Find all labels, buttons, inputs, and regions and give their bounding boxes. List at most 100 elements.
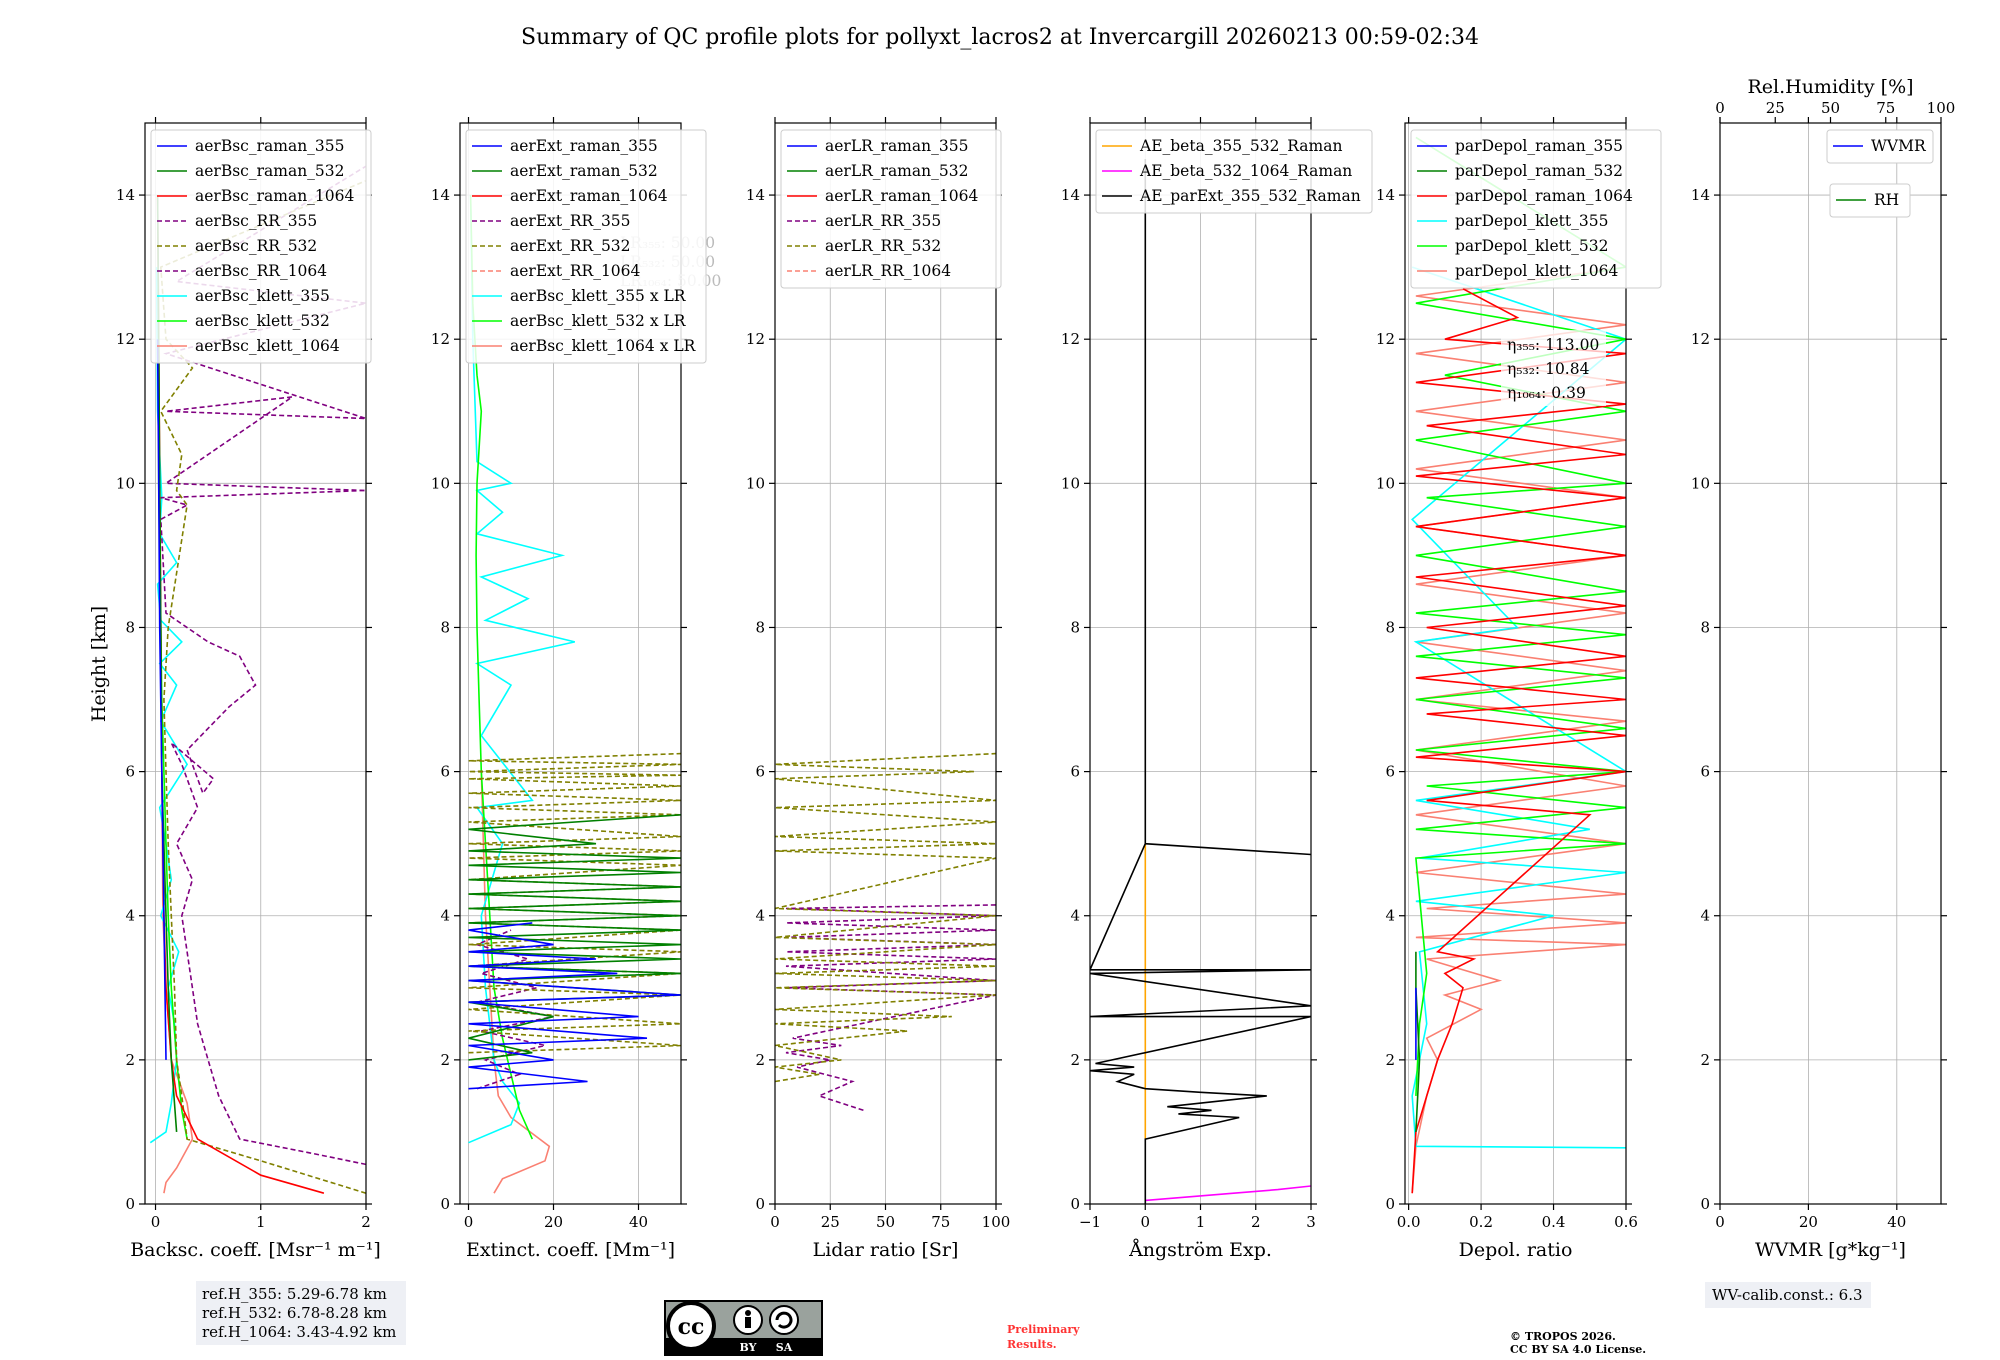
x-axis-label-depol: Depol. ratio bbox=[1459, 1239, 1573, 1261]
y-tick-label: 10 bbox=[1376, 474, 1395, 492]
wv-calib-box: WV-calib.const.: 6.3 bbox=[1705, 1282, 1871, 1308]
axes-frame bbox=[144, 122, 367, 1205]
legend-label: parDepol_klett_532 bbox=[1455, 237, 1608, 255]
x-tick-label: −1 bbox=[1079, 1213, 1101, 1231]
legend-label: AE_parExt_355_532_Raman bbox=[1139, 187, 1361, 205]
preliminary-line-2: Results. bbox=[1007, 1338, 1057, 1351]
y-tick-label: 6 bbox=[440, 763, 450, 781]
x-tick-label: 0 bbox=[1715, 1213, 1725, 1231]
series-line bbox=[1411, 266, 1626, 1194]
y-tick-label: 2 bbox=[1385, 1051, 1395, 1069]
y-tick-label: 10 bbox=[1691, 474, 1710, 492]
y-tick-label: 14 bbox=[1376, 186, 1395, 204]
x-tick-label: 2 bbox=[1251, 1213, 1261, 1231]
legend: aerExt_raman_355 aerExt_raman_532 aerExt_r… bbox=[465, 129, 707, 364]
cc-by-sa-badge: cc BY SA bbox=[664, 1300, 823, 1356]
y-tick-label: 14 bbox=[746, 186, 765, 204]
y-tick-label: 12 bbox=[116, 330, 135, 348]
axes-frame bbox=[459, 122, 682, 1205]
figure-title: Summary of QC profile plots for pollyxt_… bbox=[521, 25, 1479, 50]
legend: AE_beta_355_532_Raman AE_beta_532_1064_Ra… bbox=[1095, 129, 1373, 214]
y-tick-label: 10 bbox=[746, 474, 765, 492]
series-line bbox=[1090, 159, 1311, 1204]
legend-label: aerBsc_klett_1064 bbox=[195, 337, 340, 355]
series-line bbox=[468, 922, 681, 1090]
legend-label: aerBsc_RR_355 bbox=[195, 212, 317, 230]
x-tick-label: 25 bbox=[821, 1213, 840, 1231]
x-axis-label-lr: Lidar ratio [Sr] bbox=[813, 1239, 959, 1261]
wv-calib-text: WV-calib.const.: 6.3 bbox=[1712, 1286, 1863, 1304]
y-tick-label: 2 bbox=[440, 1051, 450, 1069]
legend: parDepol_raman_355 parDepol_raman_532 parD… bbox=[1410, 129, 1662, 289]
x-axis-label-ext: Extinct. coeff. [Mm⁻¹] bbox=[466, 1239, 675, 1261]
series-line bbox=[159, 165, 366, 1166]
sa-arrow-icon bbox=[775, 1311, 793, 1329]
legend-label: parDepol_klett_355 bbox=[1455, 212, 1608, 230]
y-tick-label: 14 bbox=[1061, 186, 1080, 204]
y-tick-label: 4 bbox=[1385, 907, 1395, 925]
x-tick-label: 0 bbox=[1140, 1213, 1150, 1231]
legend-label: aerBsc_raman_532 bbox=[195, 162, 345, 180]
copyright-line-1: © TROPOS 2026. bbox=[1510, 1330, 1616, 1343]
y-tick-label: 6 bbox=[1385, 763, 1395, 781]
eta-value-text: η₅₃₂: 10.84 bbox=[1507, 360, 1590, 378]
legend-label: aerExt_RR_355 bbox=[510, 212, 631, 230]
y-tick-label: 6 bbox=[1700, 763, 1710, 781]
cc-text: cc bbox=[678, 1314, 705, 1340]
x-axis-label-bsc: Backsc. coeff. [Msr⁻¹ m⁻¹] bbox=[130, 1239, 381, 1261]
x-tick-label: 75 bbox=[931, 1213, 950, 1231]
x-tick-label: 100 bbox=[982, 1213, 1011, 1231]
by-person-body bbox=[745, 1317, 751, 1328]
y-tick-label: 12 bbox=[1691, 330, 1710, 348]
legend-label: parDepol_raman_355 bbox=[1455, 137, 1623, 155]
legend-box bbox=[1095, 129, 1373, 214]
y-tick-label: 6 bbox=[125, 763, 135, 781]
series-line bbox=[1145, 1185, 1311, 1202]
wv-calib-background bbox=[1705, 1282, 1871, 1308]
y-tick-label: 0 bbox=[125, 1195, 135, 1213]
y-tick-label: 8 bbox=[755, 618, 765, 636]
y-tick-label: 12 bbox=[1376, 330, 1395, 348]
panel-depol: 0.0 0.2 0.4 0.6 0 2 4 6 8 10 12 14 Depol. ratio η₃₅₅:… bbox=[1376, 117, 1662, 1261]
y-tick-label: 0 bbox=[440, 1195, 450, 1213]
y-tick-label: 0 bbox=[1700, 1195, 1710, 1213]
y-tick-label: 8 bbox=[1070, 618, 1080, 636]
y-tick-label: 8 bbox=[1385, 618, 1395, 636]
legend: aerBsc_raman_355 aerBsc_raman_532 aerBsc_r… bbox=[150, 129, 372, 364]
legend-box bbox=[1410, 129, 1662, 289]
by-label: BY bbox=[740, 1341, 757, 1354]
y-axis-label: Height [km] bbox=[88, 606, 110, 722]
ref-height-532: ref.H_532: 6.78-8.28 km bbox=[202, 1304, 387, 1322]
x-tick-label: 20 bbox=[544, 1213, 563, 1231]
legend-box bbox=[465, 129, 707, 364]
legend-label: aerBsc_klett_355 x LR bbox=[510, 287, 687, 305]
y-tick-label: 14 bbox=[116, 186, 135, 204]
eta-value-text: η₃₅₅: 113.00 bbox=[1507, 336, 1599, 354]
legend-label: RH bbox=[1874, 191, 1899, 209]
y-tick-label: 2 bbox=[1700, 1051, 1710, 1069]
panel-lr: 0 25 50 75 100 0 2 4 6 8 10 12 14 Lidar ratio [Sr] aer… bbox=[746, 117, 1010, 1261]
x-tick-label: 0 bbox=[151, 1213, 161, 1231]
top-tick-label: 50 bbox=[1821, 99, 1840, 117]
x-tick-label: 0 bbox=[464, 1213, 474, 1231]
sa-label: SA bbox=[776, 1341, 793, 1354]
top-tick-label: 75 bbox=[1876, 99, 1895, 117]
ref-heights-background bbox=[196, 1281, 406, 1345]
legend-label: aerBsc_klett_1064 x LR bbox=[510, 337, 697, 355]
legend-label: aerLR_raman_1064 bbox=[825, 187, 978, 205]
y-tick-label: 14 bbox=[431, 186, 450, 204]
legend-label: aerBsc_klett_532 x LR bbox=[510, 312, 687, 330]
legend-box bbox=[1826, 129, 1934, 164]
x-tick-label: 3 bbox=[1306, 1213, 1316, 1231]
x-tick-label: 0.2 bbox=[1469, 1213, 1493, 1231]
legend-box bbox=[780, 129, 1002, 289]
y-tick-label: 8 bbox=[125, 618, 135, 636]
x-tick-label: 50 bbox=[876, 1213, 895, 1231]
y-tick-label: 4 bbox=[1700, 907, 1710, 925]
legend-label: aerLR_RR_1064 bbox=[825, 262, 951, 280]
x-tick-label: 1 bbox=[256, 1213, 266, 1231]
